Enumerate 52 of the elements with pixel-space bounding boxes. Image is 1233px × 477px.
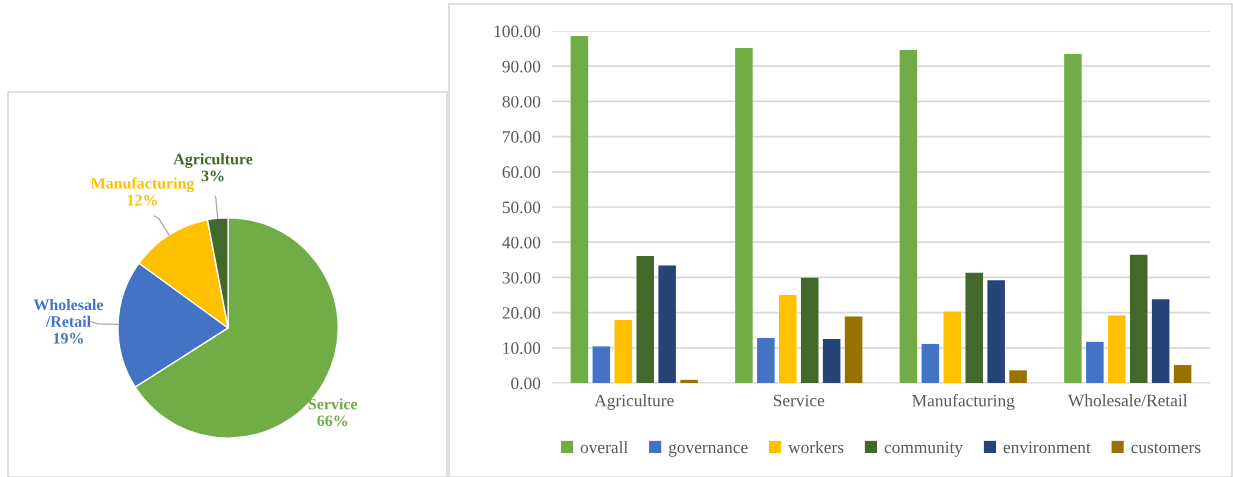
legend-label: overall	[580, 440, 628, 454]
bar	[844, 316, 863, 383]
bar	[1064, 53, 1082, 383]
y-tick-label: 10.00	[503, 342, 541, 355]
bar	[1173, 365, 1192, 383]
legend-label: customers	[1131, 443, 1201, 454]
legend-label: environment	[1003, 441, 1091, 454]
bar	[636, 255, 654, 383]
y-tick-label: 60.00	[502, 166, 541, 179]
bar	[987, 280, 1005, 383]
x-tick-label: Agriculture	[594, 394, 674, 410]
y-tick-label: 80.00	[502, 95, 541, 108]
x-tick-label: Wholesale/Retail	[1067, 394, 1188, 407]
bar	[899, 50, 918, 383]
bar	[1086, 341, 1104, 383]
bar	[757, 337, 775, 383]
bar	[943, 311, 962, 383]
bar	[1009, 370, 1027, 383]
bar	[1151, 299, 1170, 383]
bar	[614, 319, 633, 383]
slice-label: Manufacturing	[90, 177, 195, 193]
x-tick-label: Service	[773, 394, 825, 407]
x-tick-label: Manufacturing	[912, 394, 1015, 411]
legend-label: community	[884, 441, 963, 457]
bar	[779, 295, 797, 383]
y-tick-label: 0.00	[511, 377, 541, 390]
bar	[800, 277, 819, 383]
bar	[570, 35, 589, 383]
bar	[965, 272, 983, 383]
y-tick-label: 70.00	[502, 131, 541, 143]
slice-label: Wholesale /Retail	[33, 298, 104, 327]
bar	[921, 343, 940, 383]
bar	[1108, 315, 1126, 383]
data-label: 19%	[53, 332, 83, 344]
y-tick-label: 40.00	[502, 236, 541, 249]
slice-label: Agriculture	[173, 153, 253, 168]
y-tick-label: 100.00	[494, 25, 541, 38]
y-tick-label: 90.00	[502, 60, 541, 73]
bar	[592, 346, 611, 383]
legend-label: governance	[668, 444, 748, 457]
legend-label: workers	[788, 440, 844, 454]
data-label: 66%	[317, 415, 348, 427]
y-tick-label: 50.00	[502, 201, 541, 214]
bar	[1129, 254, 1148, 383]
y-tick-label: 30.00	[502, 271, 541, 284]
bar	[735, 47, 753, 383]
y-tick-label: 20.00	[502, 307, 541, 319]
bar	[680, 379, 698, 383]
data-label: 12%	[127, 194, 157, 206]
bar	[658, 265, 676, 383]
data-label: 3%	[201, 170, 224, 182]
bar	[822, 339, 841, 383]
